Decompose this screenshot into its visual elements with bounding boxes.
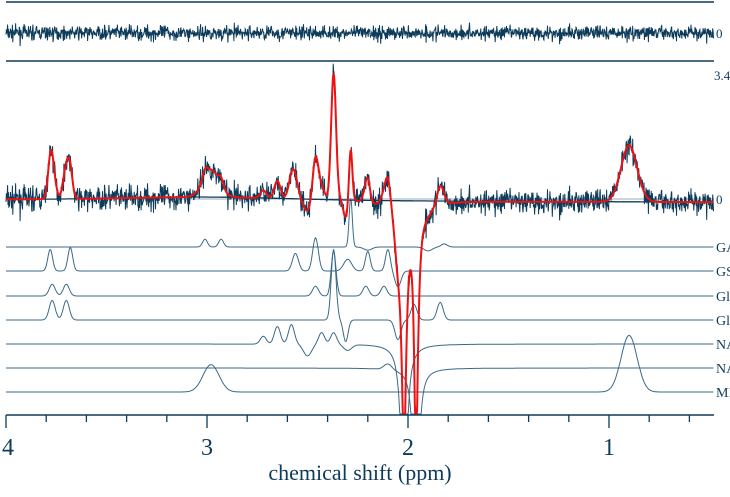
residual-zero-label: 0 [716, 26, 723, 41]
residual-trace [5, 22, 714, 47]
x-tick-label-1: 1 [603, 435, 615, 461]
data-trace [5, 63, 714, 415]
component-label-2: Gl [716, 290, 730, 305]
x-tick-label-4: 4 [2, 435, 14, 461]
x-axis-label: chemical shift (ppm) [268, 460, 451, 485]
main-top-label: 3.4 [714, 68, 730, 83]
component-label-1: GS [716, 265, 730, 280]
component-label-6: MI [716, 386, 730, 401]
component-label-4: NA [716, 338, 730, 353]
component-trace-3 [6, 248, 714, 342]
component-label-0: GA [716, 241, 730, 256]
component-trace-6 [6, 334, 714, 393]
component-trace-5 [6, 363, 714, 415]
component-label-5: NA [716, 362, 730, 377]
x-tick-label-2: 2 [402, 435, 414, 461]
component-trace-2 [6, 250, 714, 297]
main-zero-label: 0 [716, 192, 723, 207]
component-trace-1 [6, 237, 714, 288]
component-label-3: Gl [716, 314, 730, 329]
fit-trace [6, 73, 714, 415]
component-trace-0 [6, 198, 714, 252]
component-trace-4 [6, 324, 714, 415]
x-tick-label-3: 3 [201, 435, 213, 461]
